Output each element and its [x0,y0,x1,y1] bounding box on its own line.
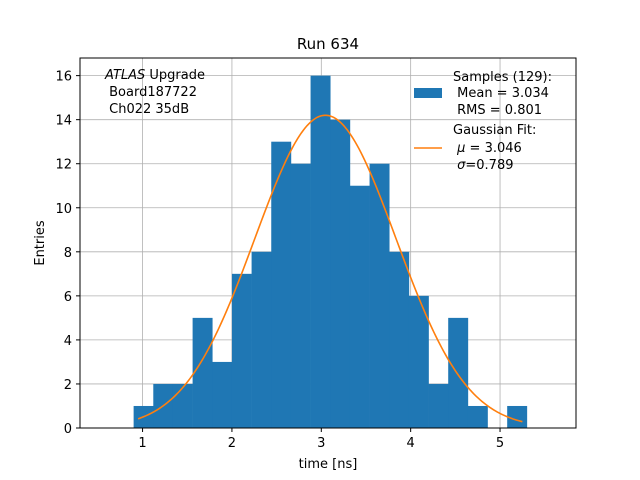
y-tick-label: 16 [55,70,72,85]
histogram-bar [172,383,193,428]
legend-fit-mu: μ = 3.046 [453,141,522,156]
legend: Samples (129): Mean = 3.034 RMS = 0.801 … [414,70,552,173]
y-tick-label: 8 [64,246,72,261]
y-axis-label: Entries [33,220,48,266]
info-experiment-line: ATLAS Upgrade [104,68,205,83]
histogram-bar [192,317,213,428]
histogram-bar [369,163,390,428]
histogram-bar [251,251,272,428]
info-experiment-suffix: Upgrade [145,68,205,83]
histogram-bar [310,75,331,428]
x-tick-label: 4 [407,436,415,451]
legend-fit-sigma: σ=0.789 [453,158,514,173]
histogram-bar [212,361,233,428]
legend-fit-mu-symbol: μ [456,141,465,156]
histogram-bar [507,405,528,428]
y-tick-label: 12 [55,158,72,173]
x-axis-label: time [ns] [299,457,358,472]
y-tick-label: 4 [64,334,72,349]
y-tick-label: 14 [55,114,72,129]
info-channel: Ch022 35dB [105,102,189,117]
histogram-bar [330,119,351,429]
legend-samples-mean: Mean = 3.034 [453,86,549,101]
legend-fit-sigma-symbol: σ [457,158,466,173]
x-tick-label: 2 [228,436,236,451]
y-tick-label: 6 [64,290,72,305]
legend-samples-title: Samples (129): [453,70,552,85]
y-tick-label: 0 [64,422,72,437]
histogram-bar [389,251,410,428]
gaussian-fit [137,114,523,423]
histogram-bar [467,405,488,428]
legend-fit-sigma-value: =0.789 [465,158,513,173]
x-tick-label: 5 [496,436,504,451]
legend-samples-rms: RMS = 0.801 [453,103,542,118]
y-tick-label: 10 [55,202,72,217]
x-tick-label: 3 [317,436,325,451]
info-board: Board187722 [105,85,197,100]
histogram-bar [408,295,429,428]
gaussian-fit-curve [137,114,523,423]
histogram-bar [271,141,292,428]
histogram-bar [290,163,311,428]
histogram-bars [133,75,528,429]
info-box: ATLAS Upgrade Board187722 Ch022 35dB [104,68,205,117]
histogram-bar [231,273,252,428]
plot-frame [79,57,577,429]
histogram-bar [349,185,370,428]
chart-title: Run 634 [297,35,359,53]
x-tick-label: 1 [138,436,146,451]
legend-fit-title: Gaussian Fit: [453,123,536,138]
legend-samples-swatch [414,88,442,98]
info-experiment: ATLAS [104,68,145,83]
legend-fit-mu-value: = 3.046 [465,141,521,156]
y-tick-label: 2 [64,378,72,393]
histogram-bar [428,383,449,428]
histogram-bar [448,317,469,428]
